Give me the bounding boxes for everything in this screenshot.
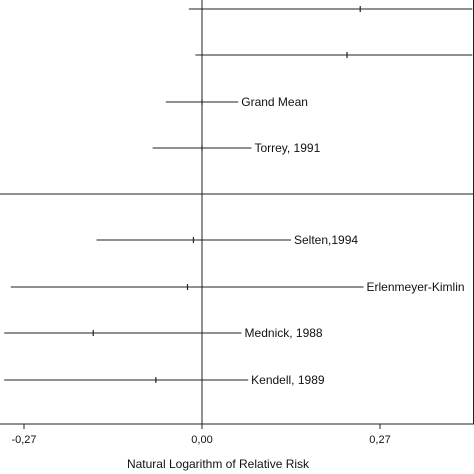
study-label: Erlenmeyer-Kimlin xyxy=(367,280,465,294)
x-tick-label: 0,27 xyxy=(369,434,390,446)
study-label: Kendell, 1989 xyxy=(251,373,325,387)
plot-frame xyxy=(0,0,474,425)
x-tick-label: 0,00 xyxy=(191,434,212,446)
study-label: Selten,1994 xyxy=(294,233,358,247)
x-tick-label: -0,27 xyxy=(11,434,36,446)
study-label: Torrey, 1991 xyxy=(254,141,320,155)
study-rows: Grand Mean Torrey, 1991 Selten,1994 Erlenme… xyxy=(4,6,473,387)
study-label: Mednick, 1988 xyxy=(245,326,323,340)
study-label: Grand Mean xyxy=(241,95,308,109)
x-axis: -0,27 0,00 0,27 xyxy=(11,424,391,446)
x-axis-title: Natural Logarithm of Relative Risk xyxy=(127,457,310,471)
